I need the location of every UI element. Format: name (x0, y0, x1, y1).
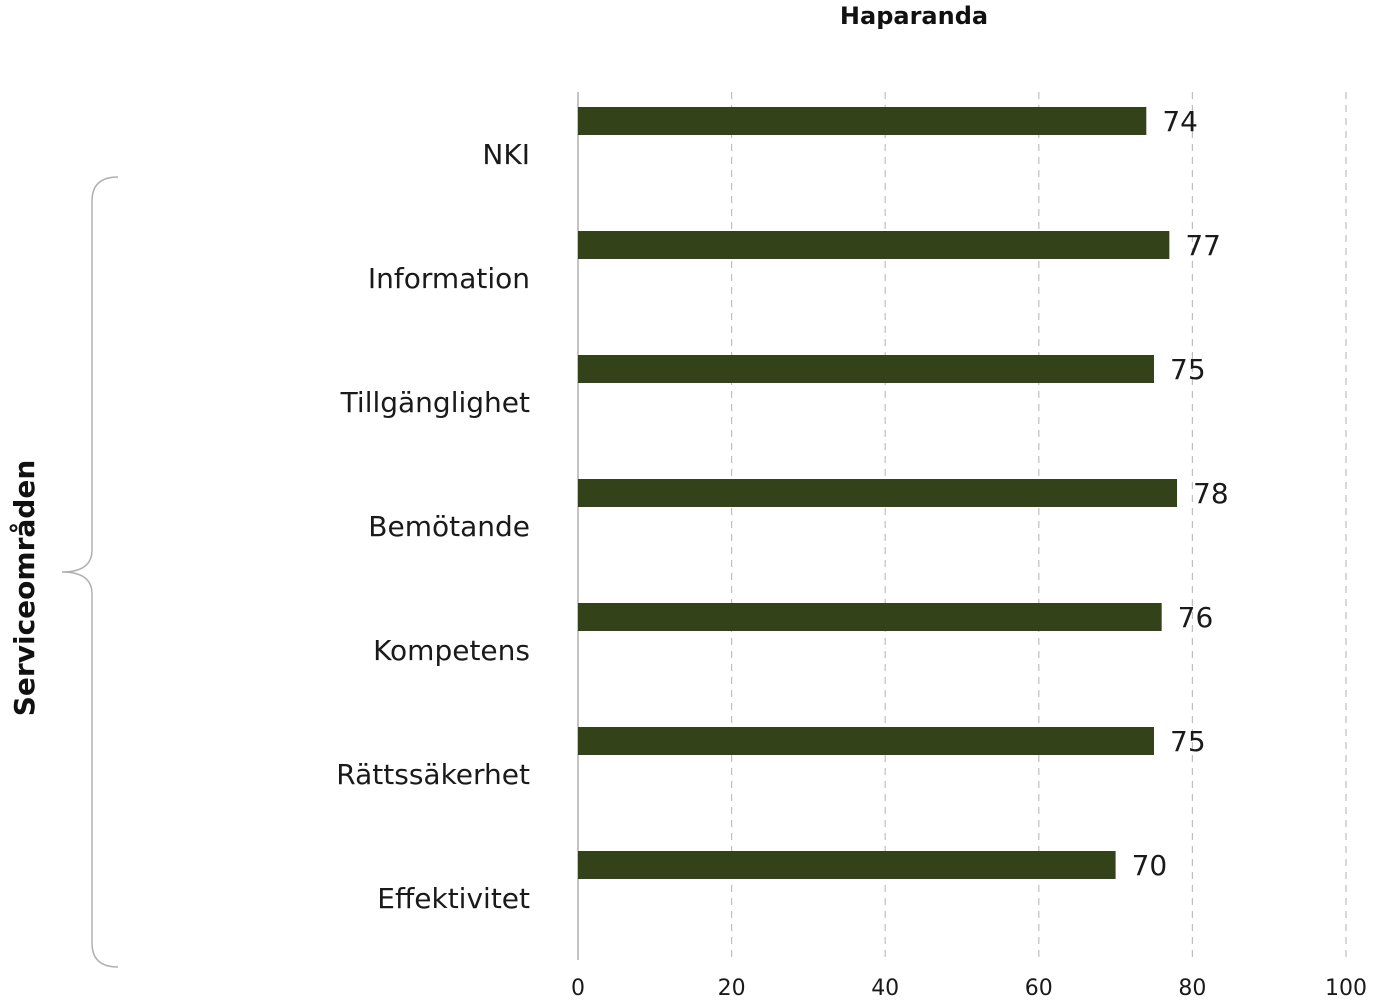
bars (578, 107, 1177, 879)
value-label: 75 (1170, 725, 1206, 758)
x-tick-labels: 0 20 40 60 80 100 (571, 976, 1367, 1001)
bar (578, 107, 1146, 135)
chart-title: Haparanda (840, 2, 988, 30)
group-label: Serviceområden (8, 460, 41, 716)
category-label: Tillgänglighet (340, 386, 530, 419)
category-label: Rättssäkerhet (336, 758, 530, 791)
group-bracket: Serviceområden (8, 177, 118, 967)
bar (578, 603, 1162, 631)
category-labels: NKI Information Tillgänglighet Bemötande Kom… (336, 138, 530, 915)
value-label: 74 (1162, 105, 1198, 138)
bar (578, 355, 1154, 383)
x-tick-label: 20 (718, 976, 746, 1001)
x-tick-label: 60 (1025, 976, 1053, 1001)
bar (578, 231, 1169, 259)
gridlines (732, 92, 1346, 960)
value-label: 70 (1132, 849, 1168, 882)
category-label: Bemötande (368, 510, 530, 543)
category-label: Information (368, 262, 530, 295)
value-label: 76 (1178, 601, 1214, 634)
value-label: 78 (1193, 477, 1229, 510)
category-label: Effektivitet (377, 882, 530, 915)
x-tick-label: 40 (871, 976, 899, 1001)
bar (578, 727, 1154, 755)
bar (578, 479, 1177, 507)
value-label: 75 (1170, 353, 1206, 386)
x-tick-label: 100 (1325, 976, 1367, 1001)
category-label: NKI (482, 138, 530, 171)
bar (578, 851, 1116, 879)
x-tick-label: 80 (1178, 976, 1206, 1001)
x-tick-label: 0 (571, 976, 585, 1001)
category-label: Kompetens (373, 634, 530, 667)
curly-brace-icon (62, 177, 118, 967)
value-label: 77 (1185, 229, 1221, 262)
